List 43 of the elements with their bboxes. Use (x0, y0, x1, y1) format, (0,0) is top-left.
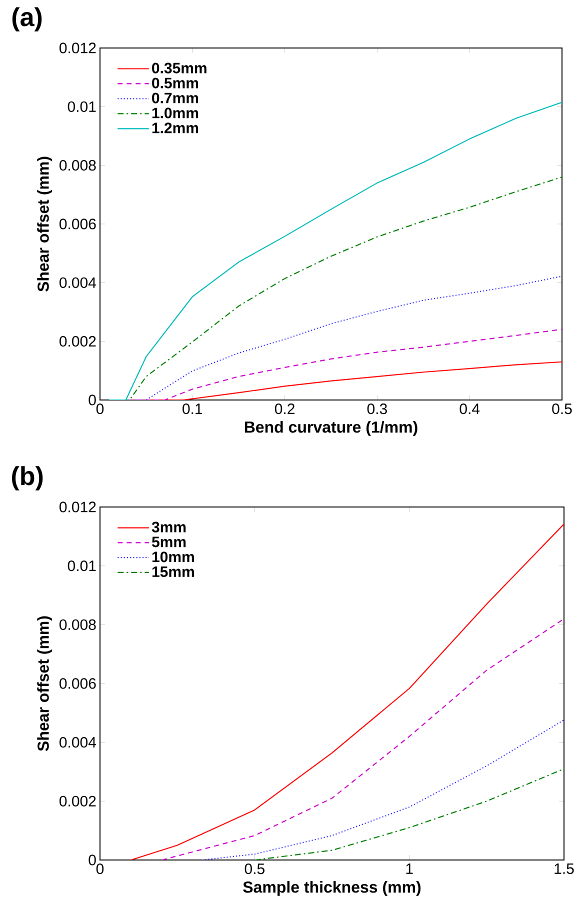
x-axis-title: Bend curvature (1/mm) (245, 421, 418, 436)
y-tick-label: 0.01 (68, 101, 96, 112)
x-tick-label: 0.4 (460, 404, 480, 414)
x-tick-label: 0.5 (244, 864, 265, 874)
legend-label: 0.35mm (152, 62, 207, 74)
y-tick-label: 0.008 (60, 619, 96, 630)
legend-label: 1.2mm (152, 122, 198, 134)
y-tick-label: 0 (88, 394, 96, 406)
x-tick-label: 1 (406, 864, 413, 874)
line-series (202, 719, 564, 860)
y-tick-label: 0.01 (68, 560, 96, 572)
y-tick-label: 0.002 (60, 796, 96, 806)
legend-label: 0.5mm (152, 78, 198, 88)
line-series (130, 524, 564, 860)
x-tick-label: 1.5 (554, 864, 574, 874)
y-tick-label: 0.004 (60, 277, 96, 288)
legend-label: 15mm (152, 566, 194, 578)
y-axis-title: Shear offset (mm) (37, 156, 52, 292)
x-tick-label: 0 (96, 404, 104, 414)
y-tick-label: 0.006 (60, 678, 96, 689)
x-tick-label: 0 (96, 864, 104, 874)
y-tick-label: 0.008 (60, 160, 96, 171)
chart-title: (a) (12, 7, 42, 32)
x-tick-label: 0.2 (275, 404, 295, 414)
legend-label: 5mm (152, 536, 186, 548)
y-tick-label: 0.004 (60, 737, 96, 748)
y-tick-label: 0.012 (60, 42, 96, 54)
line-series (161, 618, 564, 860)
chart-title: (b) (12, 466, 43, 490)
y-tick-label: 0 (88, 854, 96, 866)
legend-label: 10mm (152, 552, 194, 562)
legend-label: 1.0mm (152, 108, 198, 118)
y-axis-title: Shear offset (mm) (37, 616, 52, 752)
x-tick-label: 0.1 (182, 404, 202, 414)
line-series (108, 102, 562, 400)
y-tick-label: 0.002 (60, 336, 96, 347)
y-tick-label: 0.012 (60, 502, 96, 512)
x-tick-label: 0.5 (552, 404, 572, 414)
y-tick-label: 0.006 (60, 218, 96, 230)
legend-label: 0.7mm (152, 92, 198, 104)
x-tick-label: 0.3 (367, 404, 388, 414)
legend-label: 3mm (152, 522, 186, 532)
x-axis-title: Sample thickness (mm) (243, 881, 421, 896)
